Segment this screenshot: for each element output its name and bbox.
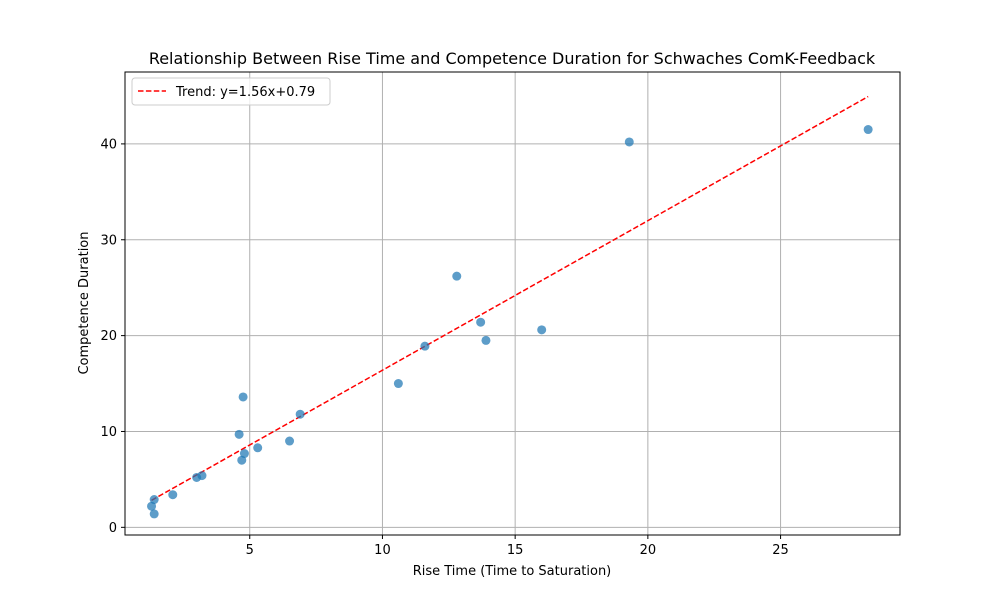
x-tick-label: 10 bbox=[374, 543, 391, 558]
x-tick-label: 20 bbox=[640, 543, 657, 558]
x-tick-label: 15 bbox=[507, 543, 524, 558]
x-axis-label: Rise Time (Time to Saturation) bbox=[413, 564, 612, 579]
scatter-point bbox=[863, 125, 873, 135]
scatter-point bbox=[238, 392, 248, 402]
y-axis-label: Competence Duration bbox=[77, 231, 92, 374]
legend-box bbox=[131, 77, 331, 106]
scatter-point bbox=[253, 443, 263, 453]
scatter-point bbox=[624, 137, 634, 147]
y-tick-label: 10 bbox=[100, 425, 117, 440]
scatter-point bbox=[239, 449, 249, 459]
scatter-point bbox=[295, 409, 305, 419]
x-tick-label: 25 bbox=[772, 543, 789, 558]
chart-title: Relationship Between Rise Time and Compe… bbox=[149, 49, 876, 68]
y-tick-label: 0 bbox=[109, 521, 117, 536]
scatter-point bbox=[149, 509, 159, 519]
y-tick-label: 20 bbox=[100, 329, 117, 344]
scatter-point bbox=[420, 341, 430, 351]
y-tick-label: 40 bbox=[100, 137, 117, 152]
scatter-point bbox=[234, 429, 244, 439]
legend-trend-label: Trend: y=1.56x+0.79 bbox=[175, 85, 315, 100]
scatter-point bbox=[537, 325, 547, 335]
scatter-point bbox=[168, 490, 178, 500]
legend: Trend: y=1.56x+0.79 bbox=[131, 77, 331, 106]
grid-lines bbox=[125, 72, 900, 535]
scatter-point bbox=[197, 471, 207, 481]
scatter-points bbox=[147, 125, 873, 519]
x-tick-label: 5 bbox=[246, 543, 254, 558]
scatter-point bbox=[149, 495, 159, 505]
axis-ticks: 5 10 15 20 25 0 10 20 30 40 bbox=[100, 137, 788, 558]
scatter-point bbox=[452, 271, 462, 281]
y-tick-label: 30 bbox=[100, 233, 117, 248]
scatter-point bbox=[393, 379, 403, 389]
trend-line bbox=[151, 95, 869, 501]
scatter-point bbox=[285, 436, 295, 446]
scatter-point bbox=[481, 335, 491, 345]
trend-line-layer bbox=[151, 95, 869, 501]
plot-frame bbox=[124, 71, 901, 536]
scatter-point bbox=[476, 317, 486, 327]
